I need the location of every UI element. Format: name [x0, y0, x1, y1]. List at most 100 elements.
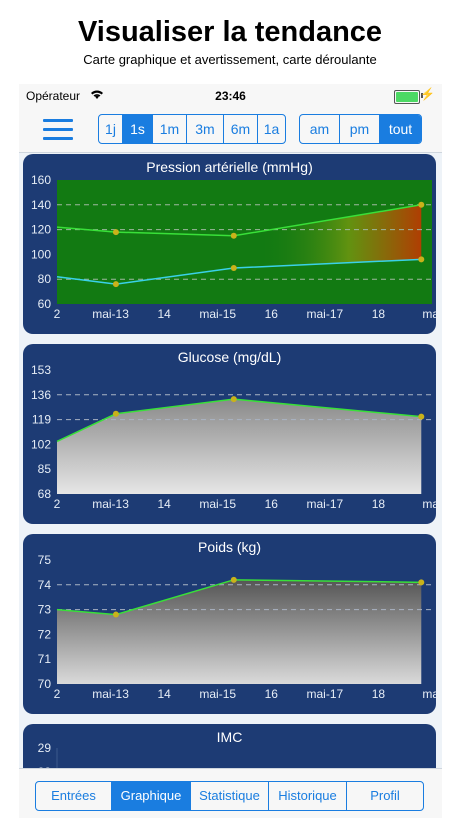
data-point [230, 265, 237, 272]
y-tick-label: 70 [38, 677, 52, 691]
bottom-tab-historique[interactable]: Historique [269, 782, 347, 810]
data-point [418, 256, 425, 263]
data-point [112, 410, 119, 417]
status-bar: Opérateur 23:46 ⚡ [19, 84, 442, 108]
series-area [57, 399, 422, 494]
glucose-card: Glucose (mg/dL) 68 85 102 119 136 153 2 mai-13 1… [23, 344, 436, 524]
range-tab-1m[interactable]: 1m [153, 115, 187, 143]
x-tick-label: mai [422, 687, 436, 701]
bottom-tab-bar: Entrées Graphique Statistique Historique Pro… [19, 768, 442, 818]
y-tick-label: 73 [38, 603, 52, 617]
weight-chart-title: Poids (kg) [197, 539, 262, 555]
data-point [230, 396, 237, 403]
x-tick-label: 16 [265, 687, 279, 701]
period-selector: am pm tout [299, 114, 422, 144]
period-tab-am[interactable]: am [300, 115, 340, 143]
y-tick-label: 80 [38, 272, 52, 286]
range-tab-1j[interactable]: 1j [99, 115, 123, 143]
x-tick-label: 14 [157, 497, 171, 511]
bmi-chart-title: IMC [216, 729, 243, 745]
x-tick-label: mai-13 [92, 497, 129, 511]
y-tick-label: 153 [31, 363, 51, 377]
x-tick-label: 18 [372, 497, 386, 511]
x-tick-label: mai [422, 307, 436, 321]
y-tick-label: 140 [31, 198, 51, 212]
y-tick-label: 120 [31, 223, 51, 237]
battery-tip [421, 93, 423, 98]
charging-icon: ⚡ [420, 87, 435, 101]
series-area [57, 579, 422, 684]
weight-chart: 70 71 72 73 74 75 2 mai-13 14 mai-15 16 mai-17 18 mai [38, 553, 436, 701]
y-tick-label: 60 [38, 297, 52, 311]
glucose-chart-title: Glucose (mg/dL) [177, 349, 282, 365]
period-tab-pm[interactable]: pm [340, 115, 380, 143]
wifi-icon [89, 88, 105, 103]
x-tick-label: mai-17 [307, 307, 344, 321]
y-tick-label: 119 [32, 413, 51, 427]
x-tick-label: 2 [54, 687, 61, 701]
bottom-tab-entr-es[interactable]: Entrées [36, 782, 112, 810]
data-point [112, 229, 119, 236]
warning-band [57, 204, 422, 285]
data-point [112, 611, 119, 618]
systolic-line [56, 204, 422, 237]
x-tick-label: 2 [54, 497, 61, 511]
x-tick-label: mai [422, 497, 436, 511]
pressure-chart-title: Pression artérielle (mmHg) [146, 159, 313, 175]
promo-subtitle: Carte graphique et avertissement, carte … [83, 52, 377, 67]
y-tick-label: 136 [31, 388, 51, 402]
data-point [418, 413, 425, 420]
bottom-tab-statistique[interactable]: Statistique [191, 782, 269, 810]
range-tab-3m[interactable]: 3m [187, 115, 224, 143]
weight-card: Poids (kg) 70 71 72 73 74 75 2 mai-13 14 mai-15 16… [23, 534, 436, 714]
y-tick-label: 100 [31, 247, 51, 261]
x-tick-label: mai-17 [307, 687, 344, 701]
data-point [418, 201, 425, 208]
x-tick-label: 14 [157, 687, 171, 701]
x-tick-label: 16 [265, 497, 279, 511]
x-tick-label: mai-15 [199, 307, 236, 321]
series-line [56, 579, 422, 616]
bottom-tab-selector: Entrées Graphique Statistique Historique Pro… [35, 781, 424, 811]
data-point [230, 576, 237, 583]
pressure-card: Pression artérielle (mmHg) 60 80 100 120 140… [23, 154, 436, 334]
y-tick-label: 74 [38, 578, 52, 592]
phone-screen: Opérateur 23:46 ⚡ 1j 1s 1m 3m 6m 1a am pm tout … [19, 84, 442, 818]
y-tick-label: 75 [38, 553, 52, 567]
bottom-tab-graphique[interactable]: Graphique [112, 782, 191, 810]
toolbar: 1j 1s 1m 3m 6m 1a am pm tout [19, 108, 442, 153]
data-point [418, 579, 425, 586]
period-tab-tout[interactable]: tout [380, 115, 421, 143]
y-tick-label: 160 [31, 173, 51, 187]
x-tick-label: 16 [265, 307, 279, 321]
x-tick-label: 18 [372, 307, 386, 321]
series-line [56, 398, 422, 443]
x-tick-label: mai-15 [199, 497, 236, 511]
status-time: 23:46 [215, 89, 246, 103]
x-tick-label: mai-13 [92, 307, 129, 321]
battery-icon [394, 90, 420, 104]
range-selector: 1j 1s 1m 3m 6m 1a [98, 114, 286, 144]
glucose-chart: 68 85 102 119 136 153 2 mai-13 14 mai-15 16 mai-17 1… [31, 363, 436, 511]
data-point [230, 232, 237, 239]
x-tick-label: mai-13 [92, 687, 129, 701]
range-tab-6m[interactable]: 6m [224, 115, 258, 143]
range-tab-1a[interactable]: 1a [263, 121, 280, 137]
y-tick-label: 102 [31, 437, 51, 451]
y-tick-label: 85 [38, 462, 52, 476]
y-tick-label: 29 [38, 741, 52, 755]
x-tick-label: 18 [372, 687, 386, 701]
carrier-label: Opérateur [26, 89, 81, 103]
data-point [112, 281, 119, 288]
y-tick-label: 72 [38, 627, 52, 641]
promo-title: Visualiser la tendance [77, 16, 383, 48]
y-tick-label: 68 [38, 487, 52, 501]
y-tick-label: 71 [38, 652, 52, 666]
bottom-tab-profil[interactable]: Profil [370, 788, 400, 803]
menu-icon[interactable] [43, 119, 73, 141]
x-tick-label: 2 [54, 307, 61, 321]
x-tick-label: mai-17 [307, 497, 344, 511]
x-tick-label: 14 [157, 307, 171, 321]
pressure-chart: 60 80 100 120 140 160 2 mai-13 14 mai-15 16 mai-17 1… [31, 173, 436, 321]
range-tab-1s[interactable]: 1s [123, 115, 153, 143]
